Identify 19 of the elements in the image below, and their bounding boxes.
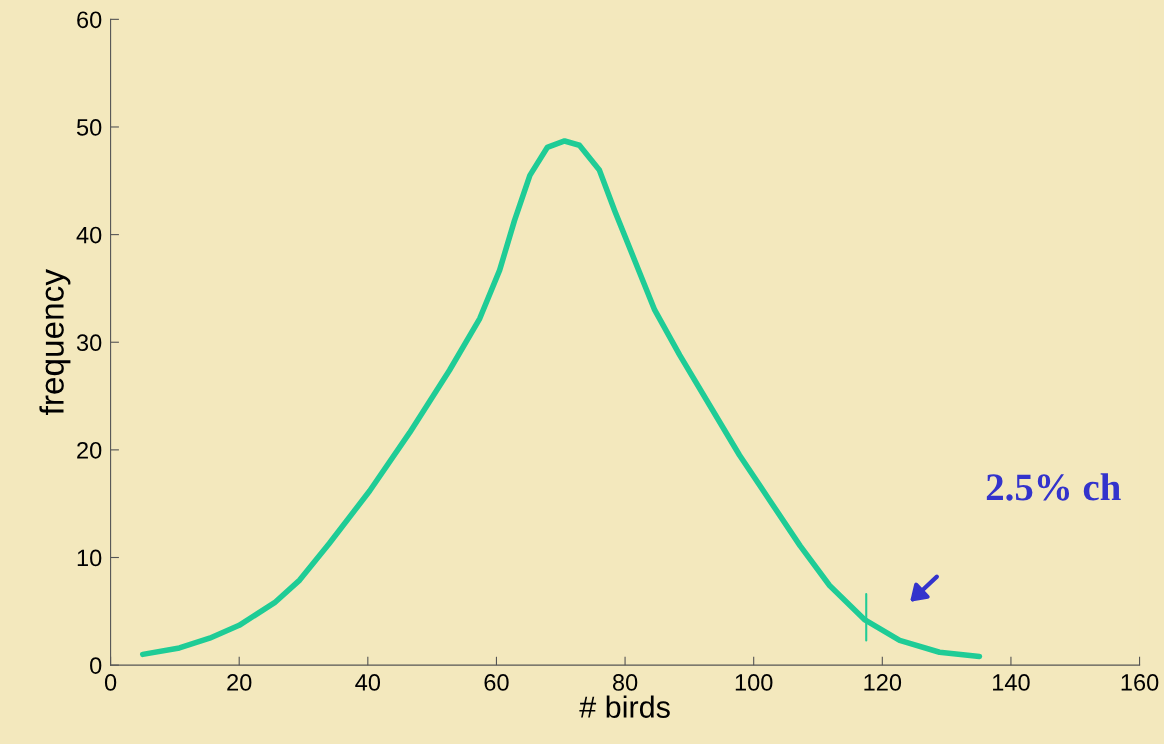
x-tick-label: 80: [612, 674, 638, 691]
x-tick-label: 160: [1121, 674, 1159, 691]
x-tick-label: 20: [227, 674, 252, 691]
x-tick-label: 140: [993, 674, 1030, 691]
annotation: 2.5% ch: [986, 473, 1121, 501]
y-tick-label: 50: [76, 119, 102, 136]
y-axis-title: frequency: [39, 269, 71, 415]
y-tick-label: 10: [77, 549, 102, 567]
x-tick-label: 40: [355, 674, 381, 691]
y-tick-label: 30: [76, 334, 102, 352]
y-tick-label: 40: [76, 226, 102, 244]
y-tick-label: 60: [77, 11, 102, 29]
x-tick-label: 0: [104, 674, 117, 691]
y-tick-label: 0: [90, 657, 102, 674]
y-tick-label: 20: [77, 441, 102, 459]
x-tick-label: 120: [864, 674, 902, 691]
x-axis-title: # birds: [579, 695, 670, 718]
x-tick-label: 60: [484, 674, 509, 691]
x-tick-label: 100: [735, 674, 773, 691]
